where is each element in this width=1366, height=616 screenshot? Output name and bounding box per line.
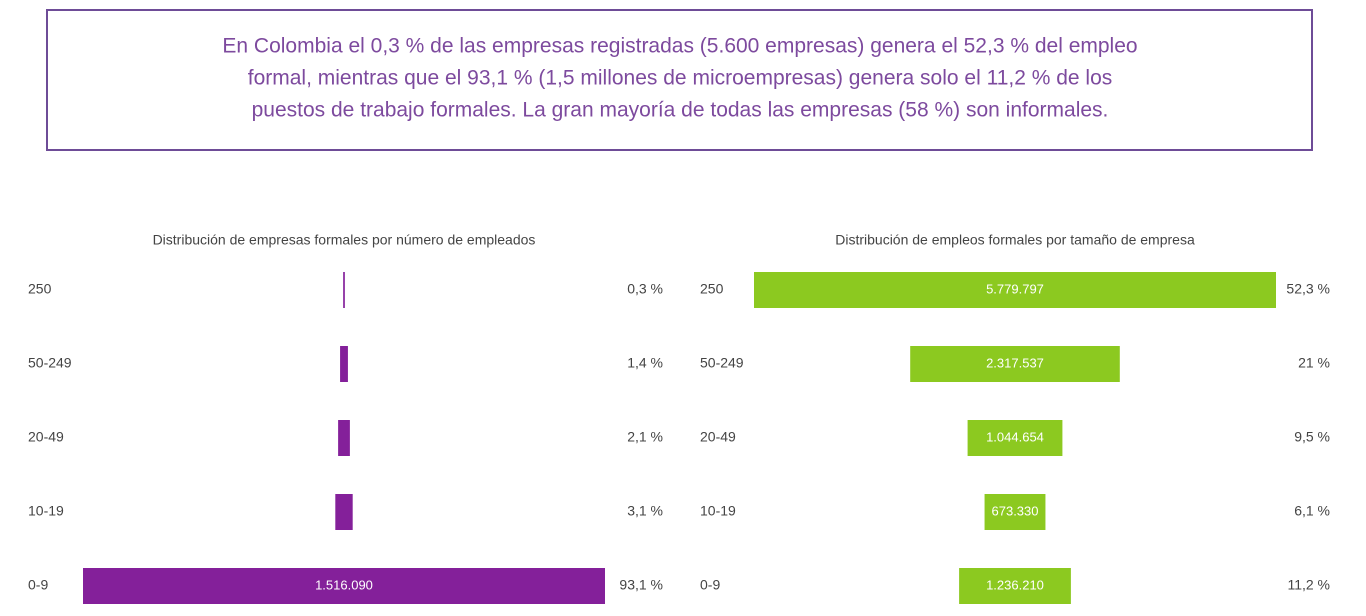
bar (338, 420, 350, 456)
bar (984, 494, 1046, 530)
value-label: 21 % (1298, 355, 1330, 371)
header-line: En Colombia el 0,3 % de las empresas reg… (222, 35, 1137, 58)
value-label: 0,3 % (627, 281, 663, 297)
header-line: puestos de trabajo formales. La gran may… (252, 99, 1109, 122)
value-label: 93,1 % (619, 577, 663, 593)
bar-label: 1.044.654 (986, 429, 1044, 444)
chart-title: Distribución de empleos formales por tam… (835, 232, 1195, 248)
category-label: 50-249 (28, 355, 72, 371)
chart-title: Distribución de empresas formales por nú… (153, 232, 536, 248)
bar-label: 2.317.537 (986, 355, 1044, 370)
category-label: 10-19 (700, 503, 736, 519)
bar (335, 494, 353, 530)
category-label: 50-249 (700, 355, 744, 371)
bar (83, 568, 605, 604)
value-label: 3,1 % (627, 503, 663, 519)
category-label: 20-49 (700, 429, 736, 445)
value-label: 2,1 % (627, 429, 663, 445)
category-label: 250 (700, 281, 724, 297)
bar (343, 272, 345, 308)
bar-label: 673.330 (992, 503, 1039, 518)
value-label: 52,3 % (1286, 281, 1330, 297)
bar-label: 1.516.090 (315, 577, 373, 592)
header-box (46, 9, 1313, 151)
category-label: 250 (28, 281, 52, 297)
value-label: 9,5 % (1294, 429, 1330, 445)
bar (967, 420, 1063, 456)
bar (959, 568, 1071, 604)
bar-label: 1.236.210 (986, 577, 1044, 592)
bar-label: 5.779.797 (986, 281, 1044, 296)
bar (340, 346, 348, 382)
value-label: 6,1 % (1294, 503, 1330, 519)
header-line: formal, mientras que el 93,1 % (1,5 mill… (248, 67, 1113, 90)
bar (754, 272, 1276, 308)
category-label: 0-9 (700, 577, 720, 593)
value-label: 1,4 % (627, 355, 663, 371)
bar (910, 346, 1120, 382)
category-label: 10-19 (28, 503, 64, 519)
value-label: 11,2 % (1287, 577, 1330, 593)
category-label: 20-49 (28, 429, 64, 445)
category-label: 0-9 (28, 577, 48, 593)
